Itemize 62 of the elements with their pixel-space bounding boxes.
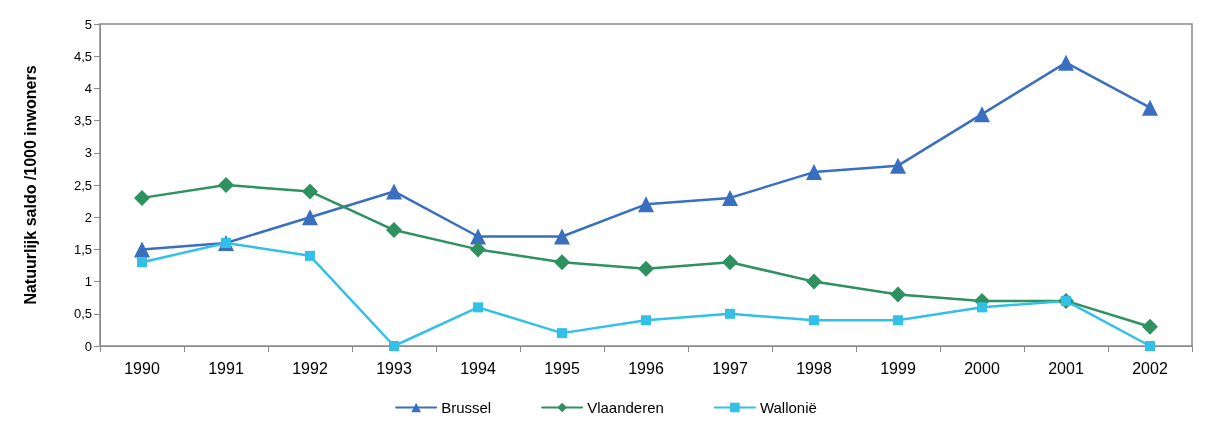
y-tick-label: 0,5 [73,306,92,322]
point [389,341,399,351]
point [722,189,738,206]
legend-label: Brussel [441,399,492,416]
point [557,328,567,339]
point [134,241,150,258]
y-tick-label: 4,5 [73,48,92,64]
y-tick-label: 3,5 [73,113,92,129]
legend-label: Wallonië [759,399,817,416]
point [554,254,570,271]
x-tick-label: 1990 [124,359,160,377]
x-tick-label: 1995 [544,359,580,377]
y-tick-label: 2,5 [73,177,92,193]
point [302,209,318,226]
y-tick-label: 1 [84,274,92,290]
point [638,260,654,277]
point [809,315,819,326]
y-tick-label: 1,5 [73,241,92,257]
point [470,241,486,258]
point [386,222,402,239]
point [1145,341,1155,351]
y-tick-label: 4 [84,80,92,96]
point [1058,54,1074,71]
x-tick-label: 1991 [208,359,244,377]
point [137,257,147,268]
x-tick-label: 2001 [1048,359,1084,377]
x-tick-label: 2000 [964,359,1000,377]
point [134,189,150,206]
point [386,183,402,200]
point [1142,318,1158,335]
x-tick-label: 2002 [1132,359,1168,377]
x-tick-label: 1997 [712,359,748,377]
point [305,250,315,261]
point [890,157,906,174]
point [974,106,990,123]
point [218,177,234,193]
y-tick-label: 5 [84,16,92,32]
x-tick-label: 1996 [628,359,664,377]
y-tick-label: 0 [84,338,92,354]
point [641,315,651,326]
y-axis-title: Natuurlijk saldo /1000 inwoners [21,65,39,305]
point [893,315,903,326]
y-tick-label: 2 [84,209,92,225]
point [302,183,318,200]
point [806,164,822,181]
point [473,302,483,313]
point [725,308,735,319]
x-tick-label: 1992 [292,359,328,377]
point [554,228,570,245]
point [1142,99,1158,116]
x-tick-label: 1994 [460,359,496,377]
legend-label: Vlaanderen [587,399,664,416]
x-tick-label: 1993 [376,359,412,377]
y-tick-label: 3 [84,145,92,161]
point [977,302,987,313]
point [806,273,822,290]
point [890,286,906,303]
point [470,228,486,245]
point [722,254,738,271]
point [638,196,654,213]
x-tick-label: 1999 [880,359,916,377]
x-tick-label: 1998 [796,359,832,377]
